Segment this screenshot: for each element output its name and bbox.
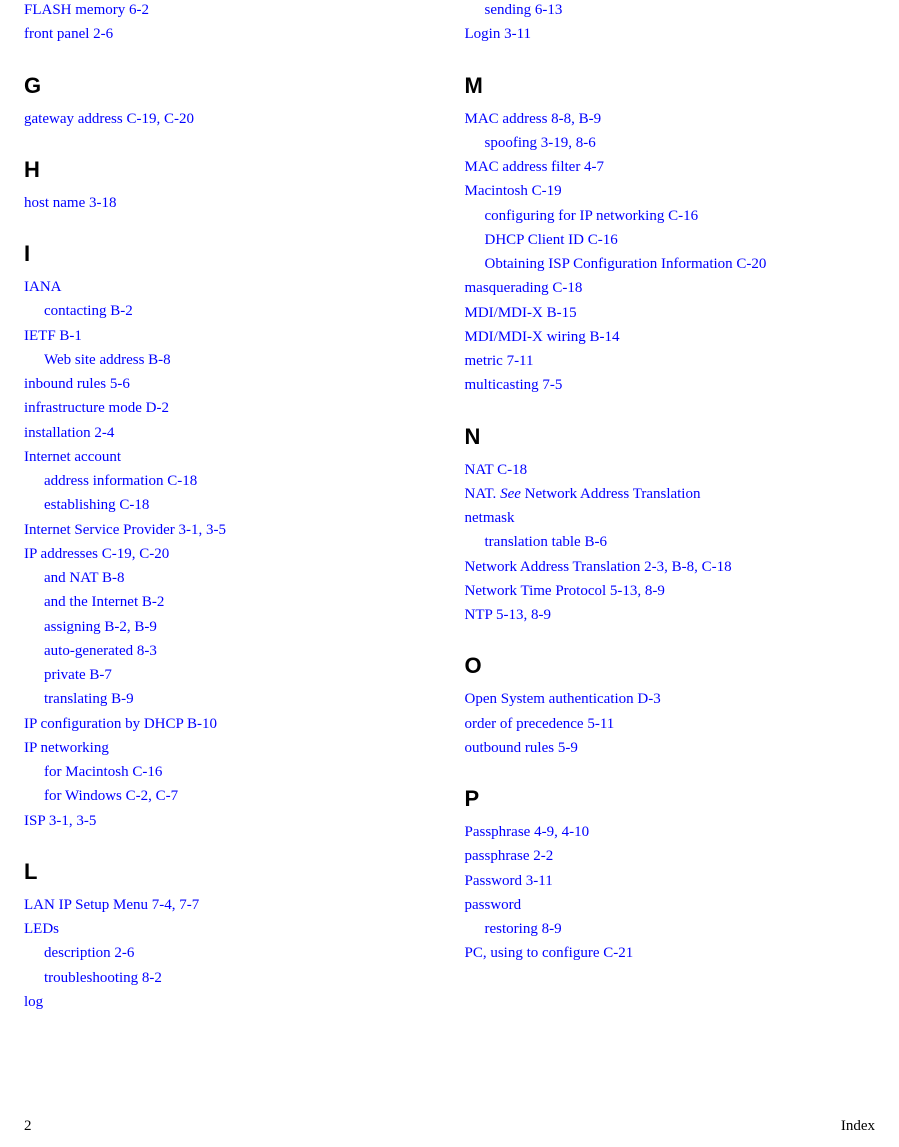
index-entry[interactable]: DHCP Client ID C-16 bbox=[485, 230, 876, 250]
index-entry[interactable]: and NAT B-8 bbox=[44, 568, 435, 588]
index-entry[interactable]: NAT C-18 bbox=[465, 460, 876, 480]
index-entry[interactable]: Open System authentication D-3 bbox=[465, 689, 876, 709]
index-entry[interactable]: outbound rules 5-9 bbox=[465, 738, 876, 758]
index-entry[interactable]: LAN IP Setup Menu 7-4, 7-7 bbox=[24, 895, 435, 915]
index-entry[interactable]: establishing C-18 bbox=[44, 495, 435, 515]
index-entry[interactable]: auto-generated 8-3 bbox=[44, 641, 435, 661]
index-entry[interactable]: Macintosh C-19 bbox=[465, 181, 876, 201]
index-entry[interactable]: description 2-6 bbox=[44, 943, 435, 963]
index-entry[interactable]: private B-7 bbox=[44, 665, 435, 685]
index-entry[interactable]: IETF B-1 bbox=[24, 326, 435, 346]
section-heading-l: L bbox=[24, 859, 435, 885]
section-heading-o: O bbox=[465, 653, 876, 679]
left-column: FLASH memory 6-2 front panel 2-6 Ggateway … bbox=[24, 0, 435, 1016]
index-entry[interactable]: Login 3-11 bbox=[465, 24, 876, 44]
index-entry[interactable]: ISP 3-1, 3-5 bbox=[24, 811, 435, 831]
index-entry[interactable]: troubleshooting 8-2 bbox=[44, 968, 435, 988]
index-entry[interactable]: for Macintosh C-16 bbox=[44, 762, 435, 782]
index-entry[interactable]: Network Time Protocol 5-13, 8-9 bbox=[465, 581, 876, 601]
index-entry[interactable]: spoofing 3-19, 8-6 bbox=[485, 133, 876, 153]
index-columns: FLASH memory 6-2 front panel 2-6 Ggateway … bbox=[24, 0, 875, 1016]
index-entry[interactable]: gateway address C-19, C-20 bbox=[24, 109, 435, 129]
section-heading-i: I bbox=[24, 241, 435, 267]
index-entry[interactable]: FLASH memory 6-2 bbox=[24, 0, 435, 20]
section-heading-h: H bbox=[24, 157, 435, 183]
index-entry[interactable]: NTP 5-13, 8-9 bbox=[465, 605, 876, 625]
footer-page-number: 2 bbox=[24, 1118, 32, 1135]
index-entry[interactable]: Network Address Translation 2-3, B-8, C-… bbox=[465, 557, 876, 577]
index-entry[interactable]: Obtaining ISP Configuration Information … bbox=[485, 254, 876, 274]
index-entry[interactable]: IP addresses C-19, C-20 bbox=[24, 544, 435, 564]
index-entry[interactable]: Web site address B-8 bbox=[44, 350, 435, 370]
index-entry[interactable]: infrastructure mode D-2 bbox=[24, 398, 435, 418]
index-entry[interactable]: NAT. See Network Address Translation bbox=[465, 484, 876, 504]
index-entry[interactable]: masquerading C-18 bbox=[465, 278, 876, 298]
index-entry[interactable]: Passphrase 4-9, 4-10 bbox=[465, 822, 876, 842]
section-heading-g: G bbox=[24, 73, 435, 99]
index-entry[interactable]: MAC address 8-8, B-9 bbox=[465, 109, 876, 129]
section-heading-n: N bbox=[465, 424, 876, 450]
index-entry[interactable]: address information C-18 bbox=[44, 471, 435, 491]
index-entry[interactable]: MAC address filter 4-7 bbox=[465, 157, 876, 177]
index-entry[interactable]: password bbox=[465, 895, 876, 915]
index-entry[interactable]: passphrase 2-2 bbox=[465, 846, 876, 866]
index-entry[interactable]: netmask bbox=[465, 508, 876, 528]
index-entry[interactable]: configuring for IP networking C-16 bbox=[485, 206, 876, 226]
index-entry[interactable]: and the Internet B-2 bbox=[44, 592, 435, 612]
index-entry[interactable]: PC, using to configure C-21 bbox=[465, 943, 876, 963]
index-entry[interactable]: sending 6-13 bbox=[485, 0, 876, 20]
index-entry[interactable]: restoring 8-9 bbox=[485, 919, 876, 939]
index-entry[interactable]: translation table B-6 bbox=[485, 532, 876, 552]
index-entry[interactable]: translating B-9 bbox=[44, 689, 435, 709]
section-heading-m: M bbox=[465, 73, 876, 99]
index-entry[interactable]: installation 2-4 bbox=[24, 423, 435, 443]
index-entry[interactable]: host name 3-18 bbox=[24, 193, 435, 213]
right-column: sending 6-13 Login 3-11 M MAC address 8-8, … bbox=[465, 0, 876, 1016]
index-entry[interactable]: Internet account bbox=[24, 447, 435, 467]
index-entry[interactable]: for Windows C-2, C-7 bbox=[44, 786, 435, 806]
index-entry[interactable]: IP configuration by DHCP B-10 bbox=[24, 714, 435, 734]
index-entry[interactable]: MDI/MDI-X B-15 bbox=[465, 303, 876, 323]
index-entry[interactable]: metric 7-11 bbox=[465, 351, 876, 371]
index-entry[interactable]: multicasting 7-5 bbox=[465, 375, 876, 395]
index-entry[interactable]: front panel 2-6 bbox=[24, 24, 435, 44]
footer-index-label: Index bbox=[841, 1118, 875, 1135]
index-entry[interactable]: assigning B-2, B-9 bbox=[44, 617, 435, 637]
index-entry[interactable]: contacting B-2 bbox=[44, 301, 435, 321]
index-entry[interactable]: Internet Service Provider 3-1, 3-5 bbox=[24, 520, 435, 540]
index-entry[interactable]: log bbox=[24, 992, 435, 1012]
index-entry[interactable]: Password 3-11 bbox=[465, 871, 876, 891]
section-heading-p: P bbox=[465, 786, 876, 812]
index-entry[interactable]: LEDs bbox=[24, 919, 435, 939]
index-entry[interactable]: IANA bbox=[24, 277, 435, 297]
index-entry[interactable]: inbound rules 5-6 bbox=[24, 374, 435, 394]
index-entry[interactable]: order of precedence 5-11 bbox=[465, 714, 876, 734]
index-entry[interactable]: MDI/MDI-X wiring B-14 bbox=[465, 327, 876, 347]
page-footer: 2 Index bbox=[0, 1118, 899, 1135]
index-entry[interactable]: IP networking bbox=[24, 738, 435, 758]
